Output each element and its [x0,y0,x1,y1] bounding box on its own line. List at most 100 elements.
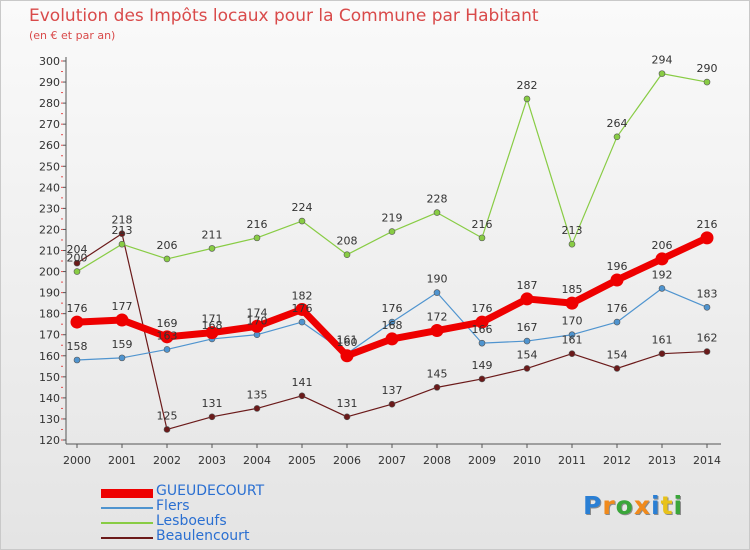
data-point-gueudecourt [430,324,444,338]
series-layer [70,70,714,433]
data-point-lesboeufs [478,234,486,242]
data-label-lesboeufs: 228 [427,193,448,206]
data-point-lesboeufs [298,217,306,225]
x-tick-label: 2006 [333,454,361,467]
data-label-beaulencourt: 149 [472,359,493,372]
y-tick-label: 130 [39,413,60,426]
logo-letter: i [673,491,684,520]
data-point-flers [478,339,486,347]
y-tick-label: 220 [39,223,60,236]
x-tick-label: 2000 [63,454,91,467]
data-label-flers: 192 [652,268,673,281]
x-tick-label: 2009 [468,454,496,467]
y-tick-label: 190 [39,287,60,300]
data-label-lesboeufs: 290 [697,62,718,75]
data-label-beaulencourt: 154 [607,348,628,361]
legend-swatch [101,507,153,509]
data-point-beaulencourt [208,413,216,421]
data-point-lesboeufs [343,251,351,259]
data-label-gueudecourt: 177 [112,300,133,313]
data-label-gueudecourt: 168 [382,319,403,332]
data-point-flers [298,318,306,326]
data-point-flers [658,285,666,292]
legend-swatch [101,537,153,539]
data-point-flers [118,354,126,362]
data-label-beaulencourt: 131 [202,397,223,410]
x-tick-label: 2002 [153,454,181,467]
data-label-lesboeufs: 219 [382,212,403,225]
legend-label: Flers [156,498,190,514]
data-label-gueudecourt: 172 [427,311,448,324]
data-label-lesboeufs: 200 [67,252,88,265]
data-label-flers: 159 [112,338,133,351]
y-tick-label: 200 [39,266,60,279]
y-tick-label: 240 [39,181,60,194]
legend-label: Beaulencourt [156,528,250,544]
data-label-beaulencourt: 161 [562,334,583,347]
data-point-gueudecourt [385,332,399,346]
data-label-lesboeufs: 213 [112,224,133,237]
x-tick-label: 2012 [603,454,631,467]
data-point-lesboeufs [703,78,711,86]
data-point-beaulencourt [568,350,576,357]
data-label-beaulencourt: 137 [382,384,403,397]
data-point-flers [568,331,576,339]
data-point-gueudecourt [655,252,669,266]
data-point-gueudecourt [70,315,84,329]
data-point-lesboeufs [163,255,171,263]
data-label-flers: 183 [697,287,718,300]
data-label-gueudecourt: 176 [67,302,88,315]
legend-label: Lesboeufs [156,513,227,529]
data-point-gueudecourt [340,349,354,363]
x-tick-label: 2008 [423,454,451,467]
data-point-lesboeufs [433,209,441,216]
data-point-gueudecourt [565,296,579,310]
y-tick-label: 180 [39,308,60,321]
data-point-beaulencourt [163,426,171,433]
data-label-gueudecourt: 160 [337,336,358,349]
data-point-beaulencourt [343,413,351,421]
logo-letter: P [583,491,603,520]
data-point-lesboeufs [568,240,576,248]
data-label-beaulencourt: 154 [517,348,538,361]
data-label-beaulencourt: 161 [652,334,673,347]
data-point-lesboeufs [253,234,261,242]
x-tick-label: 2014 [693,454,721,467]
data-label-beaulencourt: 135 [247,388,268,401]
data-point-flers [163,346,171,353]
data-label-beaulencourt: 141 [292,376,313,389]
chart-axes: 120 130 140 150 160 170 180 190 200 210 220 230 240 2… [39,55,721,467]
data-label-flers: 168 [202,319,223,332]
data-point-beaulencourt [433,384,441,391]
data-label-gueudecourt: 174 [247,306,268,319]
y-tick-label: 270 [39,118,60,131]
data-point-beaulencourt [478,375,486,383]
data-point-flers [703,304,711,311]
data-label-lesboeufs: 216 [247,218,268,231]
data-point-beaulencourt [658,350,666,357]
x-tick-label: 2010 [513,454,541,467]
y-tick-label: 280 [39,97,60,110]
y-tick-label: 290 [39,76,60,89]
data-label-flers: 161 [337,334,358,347]
data-point-flers [613,318,621,326]
data-point-lesboeufs [658,70,666,77]
logo-letter: x [633,491,651,520]
logo-letter: t [660,491,674,520]
data-point-lesboeufs [73,268,81,275]
data-point-gueudecourt [295,302,309,316]
data-label-beaulencourt: 125 [157,409,178,422]
data-label-gueudecourt: 216 [697,218,718,231]
data-point-flers [433,289,441,296]
x-tick-label: 2013 [648,454,676,467]
data-point-lesboeufs [208,245,216,252]
data-point-lesboeufs [523,95,531,103]
data-label-lesboeufs: 208 [337,235,358,248]
data-label-beaulencourt: 218 [112,214,133,227]
data-point-gueudecourt [610,273,624,287]
data-point-gueudecourt [700,231,714,245]
data-label-gueudecourt: 169 [157,317,178,330]
data-label-flers: 167 [517,321,538,334]
